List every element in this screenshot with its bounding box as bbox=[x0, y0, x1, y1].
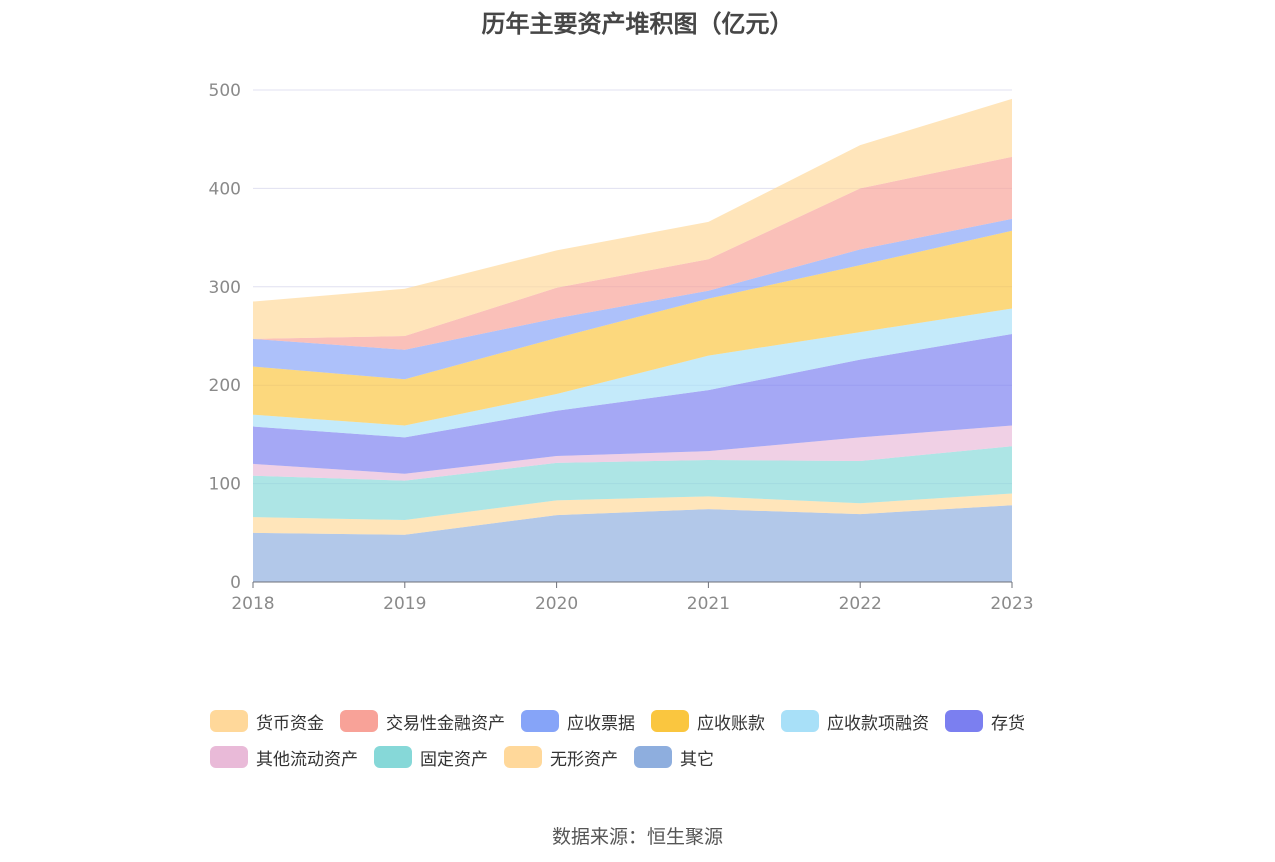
legend-label: 其他流动资产 bbox=[256, 749, 358, 770]
chart-legend: 货币资金 交易性金融资产 应收票据 应收账款 应收款项融资 存货其他流动资产 固定资产 无形资… bbox=[210, 708, 1070, 780]
legend-item-7[interactable]: 固定资产 bbox=[374, 744, 488, 770]
y-tick-label-200: 200 bbox=[209, 376, 241, 396]
legend-item-1[interactable]: 交易性金融资产 bbox=[340, 708, 505, 734]
legend-item-9[interactable]: 其它 bbox=[634, 744, 714, 770]
legend-swatch bbox=[521, 710, 559, 732]
stacked-area-chart: 0 100 200 300 400 500 2018 2019 2020 2021 2022 2023 bbox=[209, 81, 1034, 614]
area-series-5 bbox=[253, 308, 1012, 438]
legend-label: 货币资金 bbox=[256, 713, 324, 734]
legend-swatch bbox=[340, 710, 378, 732]
legend-swatch bbox=[504, 746, 542, 768]
legend-swatch bbox=[210, 746, 248, 768]
x-tick-label-2023: 2023 bbox=[990, 594, 1033, 614]
legend-item-3[interactable]: 应收账款 bbox=[651, 708, 765, 734]
legend-label: 存货 bbox=[991, 713, 1025, 734]
legend-swatch bbox=[210, 710, 248, 732]
y-tick-label-500: 500 bbox=[209, 81, 241, 101]
legend-label: 其它 bbox=[680, 749, 714, 770]
area-series-0 bbox=[253, 505, 1012, 582]
legend-label: 无形资产 bbox=[550, 749, 618, 770]
legend-label: 应收账款 bbox=[697, 713, 765, 734]
area-series-3 bbox=[253, 425, 1012, 481]
legend-item-0[interactable]: 货币资金 bbox=[210, 708, 324, 734]
legend-swatch bbox=[781, 710, 819, 732]
legend-item-6[interactable]: 其他流动资产 bbox=[210, 744, 358, 770]
x-tick-label-2022: 2022 bbox=[839, 594, 882, 614]
area-series-2 bbox=[253, 446, 1012, 521]
area-series-6 bbox=[253, 230, 1012, 426]
area-series-1 bbox=[253, 493, 1012, 535]
legend-label: 应收款项融资 bbox=[827, 713, 929, 734]
x-tick-label-2019: 2019 bbox=[383, 594, 426, 614]
chart-title: 历年主要资产堆积图（亿元） bbox=[481, 10, 794, 38]
area-series-9 bbox=[253, 98, 1012, 339]
area-series-7 bbox=[253, 218, 1012, 380]
x-tick-label-2018: 2018 bbox=[231, 594, 274, 614]
legend-swatch bbox=[634, 746, 672, 768]
legend-item-5[interactable]: 存货 bbox=[945, 708, 1025, 734]
x-tick-label-2021: 2021 bbox=[687, 594, 730, 614]
legend-item-4[interactable]: 应收款项融资 bbox=[781, 708, 929, 734]
y-tick-label-0: 0 bbox=[230, 573, 241, 593]
y-tick-label-100: 100 bbox=[209, 475, 241, 495]
legend-swatch bbox=[651, 710, 689, 732]
area-series-8 bbox=[253, 156, 1012, 350]
area-series-4 bbox=[253, 334, 1012, 474]
legend-label: 固定资产 bbox=[420, 749, 488, 770]
y-tick-label-300: 300 bbox=[209, 278, 241, 298]
legend-label: 应收票据 bbox=[567, 713, 635, 734]
x-tick-label-2020: 2020 bbox=[535, 594, 578, 614]
legend-item-8[interactable]: 无形资产 bbox=[504, 744, 618, 770]
y-tick-label-400: 400 bbox=[209, 179, 241, 199]
legend-swatch bbox=[945, 710, 983, 732]
legend-label: 交易性金融资产 bbox=[386, 713, 505, 734]
data-source-note: 数据来源：恒生聚源 bbox=[551, 826, 723, 848]
legend-item-2[interactable]: 应收票据 bbox=[521, 708, 635, 734]
legend-swatch bbox=[374, 746, 412, 768]
